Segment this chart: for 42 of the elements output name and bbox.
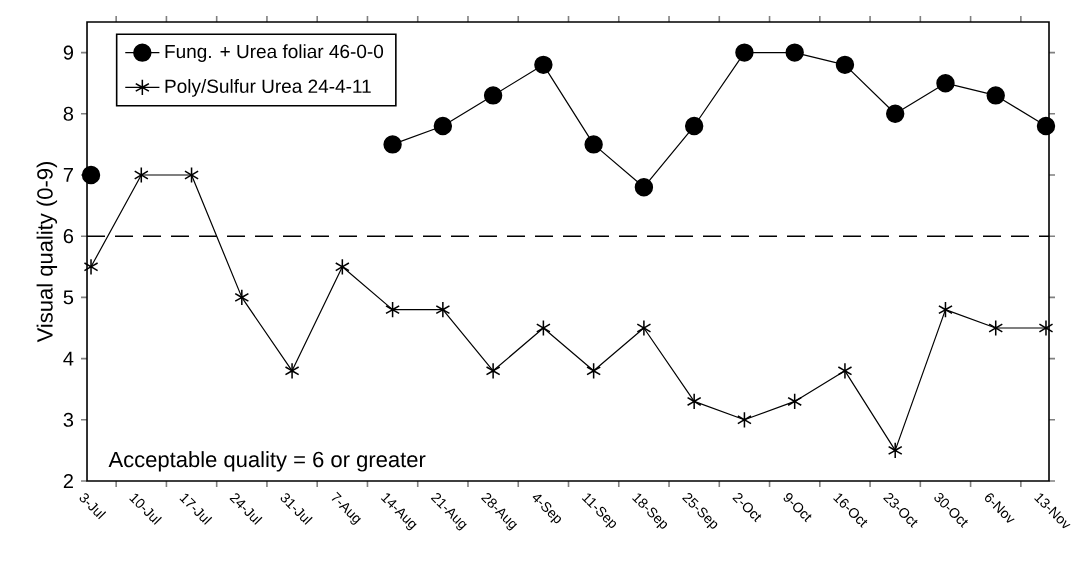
point (837, 363, 852, 379)
y-tick-label: 7 (63, 168, 73, 182)
legend-label: Fung. + Urea foliar 46-0-0 (165, 44, 384, 62)
point (835, 55, 855, 75)
point (383, 135, 402, 154)
annotation: Acceptable quality = 6 or greater (108, 451, 426, 472)
point (988, 320, 1003, 336)
point (735, 43, 754, 62)
point (134, 167, 149, 183)
point (534, 55, 553, 75)
y-tick-label: 9 (63, 45, 74, 60)
point (433, 116, 453, 136)
point (536, 320, 551, 336)
point (81, 165, 101, 185)
point (684, 116, 704, 136)
point (986, 86, 1005, 105)
point (285, 363, 300, 379)
y-tick-label: 4 (63, 351, 74, 366)
point (1039, 320, 1053, 336)
point (234, 289, 249, 305)
y-tick-label: 8 (63, 106, 74, 121)
point (486, 363, 501, 379)
point (584, 135, 603, 154)
point (687, 393, 702, 410)
point (888, 442, 903, 458)
point (634, 178, 654, 197)
point (1036, 116, 1056, 136)
point (787, 393, 802, 410)
point (936, 73, 955, 93)
y-tick-label: 5 (63, 290, 74, 305)
point (84, 259, 98, 275)
point (886, 104, 905, 123)
legend-label: Poly/Sulfur Urea 24-4-11 (165, 79, 371, 97)
point (483, 86, 503, 105)
y-tick-label: 6 (63, 229, 74, 244)
point (435, 302, 450, 318)
point (636, 320, 651, 336)
y-axis-title: Visual quality (0-9) (36, 162, 58, 343)
point (184, 167, 199, 183)
point (785, 43, 804, 62)
y-tick-label: 3 (63, 412, 74, 427)
y-tick-label: 2 (63, 474, 73, 488)
